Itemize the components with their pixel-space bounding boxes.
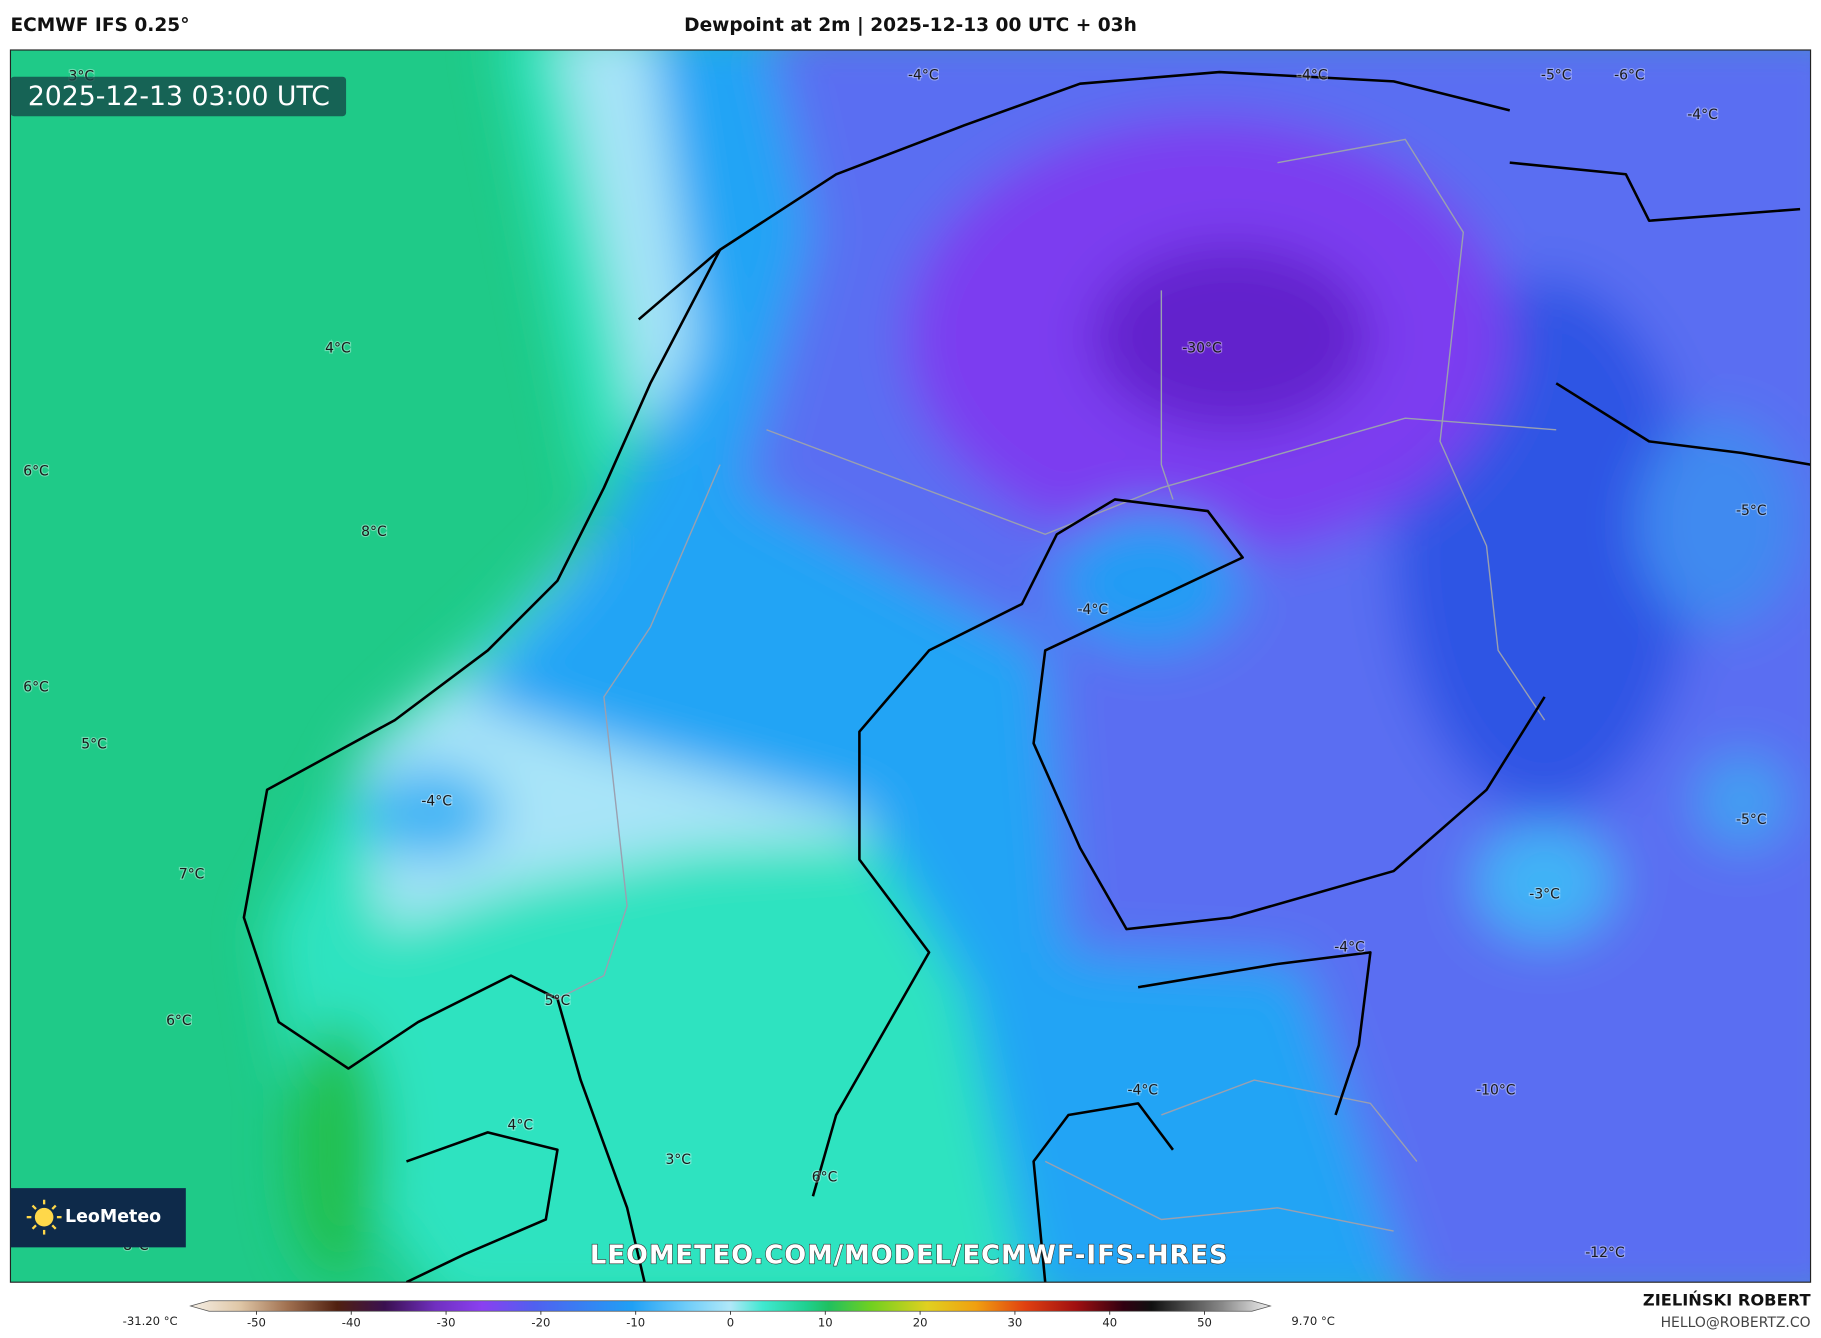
contour-label: -6°C: [1614, 68, 1645, 84]
contour-label: -4°C: [1334, 940, 1365, 956]
contour-label: 4°C: [508, 1117, 534, 1133]
contour-label: -3°C: [1529, 886, 1560, 902]
colorbar-tick-label: 0: [727, 1315, 734, 1329]
contour-label: -10°C: [1476, 1083, 1515, 1099]
timestamp: 2025-12-13 03:00 UTC: [28, 81, 330, 112]
author-email: HELLO@ROBERTZ.CO: [1661, 1315, 1811, 1331]
contour-label: -4°C: [1297, 68, 1328, 84]
coastlines: [242, 70, 1811, 1283]
colorbar-max-label: 9.70 °C: [1291, 1314, 1334, 1328]
contour-label: 3°C: [665, 1152, 691, 1168]
map-frame: [9, 49, 1812, 1283]
colorbar: -31.20 °C 9.70 °C -50 -40 -30 -20 -10 0 10 20 30…: [123, 1300, 1335, 1329]
colorbar-tick-label: 40: [1102, 1315, 1117, 1329]
contour-label: 5°C: [545, 993, 571, 1009]
contour-label: 5°C: [81, 736, 107, 752]
borders: [557, 138, 1557, 1232]
contour-label: 6°C: [23, 464, 49, 480]
contour-label: -5°C: [1736, 503, 1767, 519]
contour-label: -12°C: [1585, 1245, 1624, 1261]
model-name: ECMWF IFS 0.25°: [10, 15, 189, 36]
author-name: ZIELIŃSKI ROBERT: [1643, 1290, 1811, 1309]
contour-labels: 3°C4°C6°C8°C6°C5°C-4°C7°C6°C5°C4°C3°C6°C…: [22, 66, 1768, 1262]
map: 3°C4°C6°C8°C6°C5°C-4°C7°C6°C5°C4°C3°C6°C…: [10, 49, 1811, 1283]
colorbar-tick-label: 30: [1008, 1315, 1023, 1329]
contour-label: -4°C: [421, 793, 452, 809]
logo-text: LeoMeteo: [65, 1207, 161, 1227]
colorbar-min-label: -31.20 °C: [123, 1314, 178, 1328]
colorbar-tick-label: 20: [913, 1315, 928, 1329]
logo-icon: [26, 1199, 62, 1235]
contour-label: 7°C: [179, 867, 205, 883]
contour-label: 6°C: [166, 1013, 192, 1029]
timestamp-box: [10, 76, 347, 117]
contour-label: -5°C: [1736, 812, 1767, 828]
colorbar-tick-label: -40: [342, 1315, 361, 1329]
colorbar-tick-label: -50: [247, 1315, 266, 1329]
contour-label: 6°C: [812, 1170, 838, 1186]
colorbar-tick-label: -30: [437, 1315, 456, 1329]
contour-label: -4°C: [908, 68, 939, 84]
map-title: Dewpoint at 2m | 2025-12-13 00 UTC + 03h: [684, 15, 1137, 36]
colorbar-tick-label: 50: [1197, 1315, 1212, 1329]
contour-label: -4°C: [1687, 107, 1718, 123]
colorbar-tick-label: -20: [531, 1315, 550, 1329]
colorbar-tick-label: 10: [818, 1315, 833, 1329]
colorbar-tick-label: -10: [626, 1315, 645, 1329]
contour-label: 6°C: [23, 680, 49, 696]
contour-label: -30°C: [1182, 340, 1221, 356]
watermark: LEOMETEO.COM/MODEL/ECMWF-IFS-HRES: [590, 1241, 1229, 1271]
contour-label: 4°C: [325, 340, 351, 356]
contour-label: -5°C: [1541, 68, 1572, 84]
contour-label: -4°C: [1078, 602, 1109, 618]
contour-label: -4°C: [1127, 1083, 1158, 1099]
colorbar-bar: [189, 1300, 1272, 1312]
contour-label: 8°C: [361, 524, 387, 540]
